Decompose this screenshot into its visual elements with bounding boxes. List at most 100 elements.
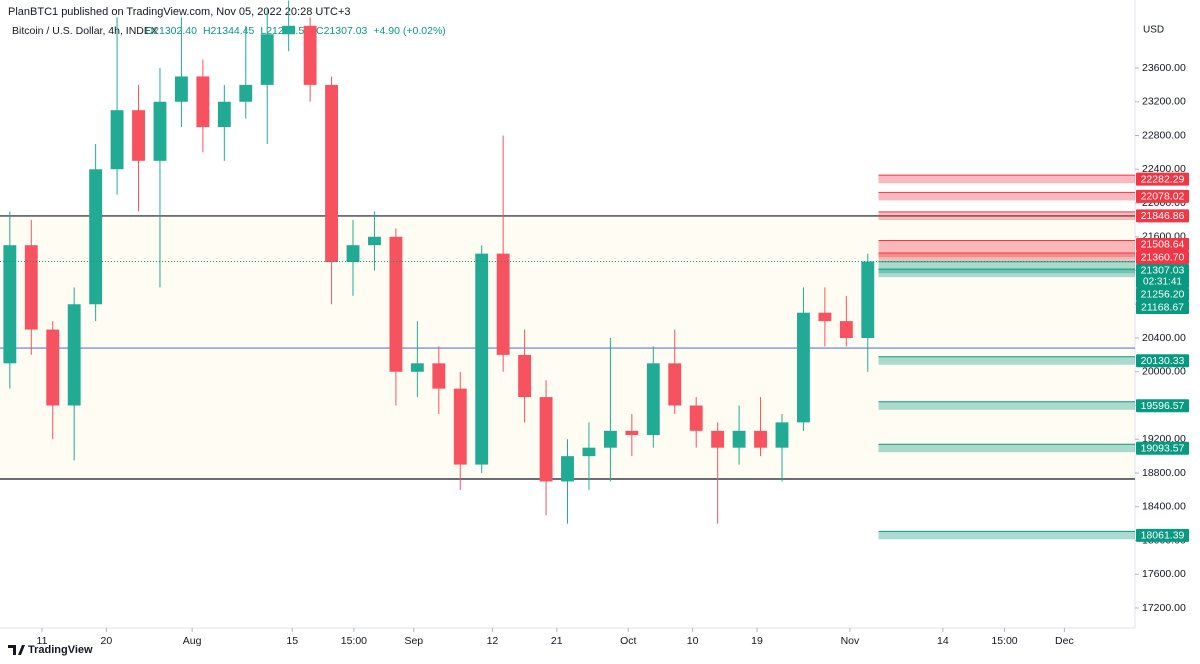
- price-label-box: [1136, 237, 1189, 251]
- x-tick-label: 21: [551, 635, 563, 647]
- candle-body: [861, 261, 875, 339]
- y-tick-label: 23200.00: [1142, 96, 1186, 108]
- brand-name: TradingView: [28, 644, 93, 656]
- candle-body: [754, 430, 767, 448]
- x-tick-label: 10: [687, 635, 699, 647]
- candle-body: [196, 76, 210, 128]
- brand-logo: [8, 645, 25, 655]
- candle-body: [89, 169, 103, 305]
- candle-body: [432, 363, 446, 389]
- candle-body: [732, 430, 746, 448]
- x-tick-label: 14: [937, 635, 949, 647]
- candle-body: [46, 329, 60, 406]
- price-label: 22282.29: [1141, 173, 1185, 185]
- candle-body: [496, 253, 510, 355]
- level-band: [878, 444, 1135, 453]
- y-tick-label: 20400.00: [1142, 332, 1186, 344]
- price-label-box: [1136, 399, 1189, 413]
- candle-body: [174, 76, 188, 102]
- candle-body: [325, 84, 338, 263]
- level-band: [878, 269, 1135, 278]
- price-label: 22078.02: [1141, 191, 1185, 203]
- candle-body: [410, 363, 424, 372]
- level-band: [878, 192, 1135, 201]
- price-label-box: [1136, 172, 1189, 186]
- candle-body: [217, 101, 231, 128]
- y-tick-label: 18400.00: [1142, 501, 1186, 513]
- price-label-box: [1136, 287, 1189, 301]
- level-band: [878, 252, 1135, 261]
- level-band: [878, 175, 1135, 184]
- candle-body: [582, 447, 596, 457]
- price-label: 21846.86: [1141, 210, 1185, 222]
- candle-body: [646, 363, 660, 436]
- price-label-box: [1136, 263, 1189, 288]
- candle-body: [475, 253, 489, 465]
- candle-body: [24, 245, 38, 330]
- candle-body: [603, 430, 617, 448]
- candle-body: [239, 84, 253, 102]
- candle-body: [797, 312, 810, 423]
- price-label: 18061.39: [1141, 529, 1185, 541]
- price-label: 19093.57: [1141, 442, 1185, 454]
- candle-body: [67, 304, 81, 406]
- x-tick-label: 19: [751, 635, 763, 647]
- candle-body: [775, 422, 789, 448]
- candle-body: [518, 354, 532, 398]
- price-label-box: [1136, 441, 1189, 455]
- level-band: [878, 261, 1135, 274]
- candle-body: [561, 456, 574, 482]
- level-band: [878, 401, 1135, 410]
- level-band: [878, 531, 1135, 540]
- level-band: [878, 211, 1135, 220]
- y-tick-label: 20000.00: [1142, 366, 1186, 378]
- x-tick-label: 20: [101, 635, 113, 647]
- x-tick-label: 11: [37, 635, 48, 647]
- chart-title: PlanBTC1 published on TradingView.com, N…: [8, 6, 351, 18]
- candle-body: [711, 430, 725, 448]
- candle-body: [389, 236, 403, 372]
- x-tick-label: Dec: [1055, 635, 1074, 647]
- legend-value: C21307.03: [316, 25, 368, 37]
- price-label-box: [1136, 354, 1189, 368]
- y-tick-label: 17200.00: [1142, 602, 1186, 614]
- price-label: 19596.57: [1141, 400, 1185, 412]
- candle-body: [368, 236, 381, 246]
- x-tick-label: 15:00: [341, 635, 367, 647]
- candle-body: [818, 312, 832, 322]
- candle-body: [668, 363, 682, 406]
- price-label-box: [1136, 528, 1189, 542]
- price-label-box: [1136, 189, 1189, 203]
- candle-body: [303, 25, 317, 85]
- legend-value: O21302.40: [145, 25, 197, 37]
- price-label-box: [1136, 300, 1189, 314]
- candle-body: [839, 321, 853, 339]
- y-tick-label: 23600.00: [1142, 62, 1186, 74]
- y-tick-label: 18800.00: [1142, 467, 1186, 479]
- price-label: 21508.64: [1141, 239, 1185, 251]
- price-label-box: [1136, 209, 1189, 223]
- x-tick-label: 12: [487, 635, 499, 647]
- candle-body: [110, 110, 124, 170]
- price-label-box: [1136, 250, 1189, 264]
- price-countdown: 02:31:41: [1143, 277, 1182, 288]
- y-tick-label: 22800.00: [1142, 129, 1186, 141]
- price-label: 21168.67: [1141, 302, 1184, 314]
- candle-body: [346, 245, 360, 263]
- candle-body: [132, 110, 145, 161]
- y-tick-label: 17600.00: [1142, 568, 1186, 580]
- price-label: 21360.70: [1141, 252, 1185, 264]
- candle-body: [282, 25, 296, 35]
- x-tick-label: Oct: [620, 635, 636, 647]
- candle-body: [689, 405, 703, 431]
- price-label: 20130.33: [1141, 355, 1185, 367]
- candle-body: [625, 430, 639, 436]
- x-tick-label: Sep: [404, 635, 423, 647]
- legend-value: H21344.45: [203, 25, 255, 37]
- legend-symbol: Bitcoin / U.S. Dollar, 4h, INDEX: [12, 25, 158, 37]
- legend-value: +4.90 (+0.02%): [373, 25, 445, 37]
- x-tick-label: 15: [286, 635, 298, 647]
- y-tick-label: 22400.00: [1142, 163, 1186, 175]
